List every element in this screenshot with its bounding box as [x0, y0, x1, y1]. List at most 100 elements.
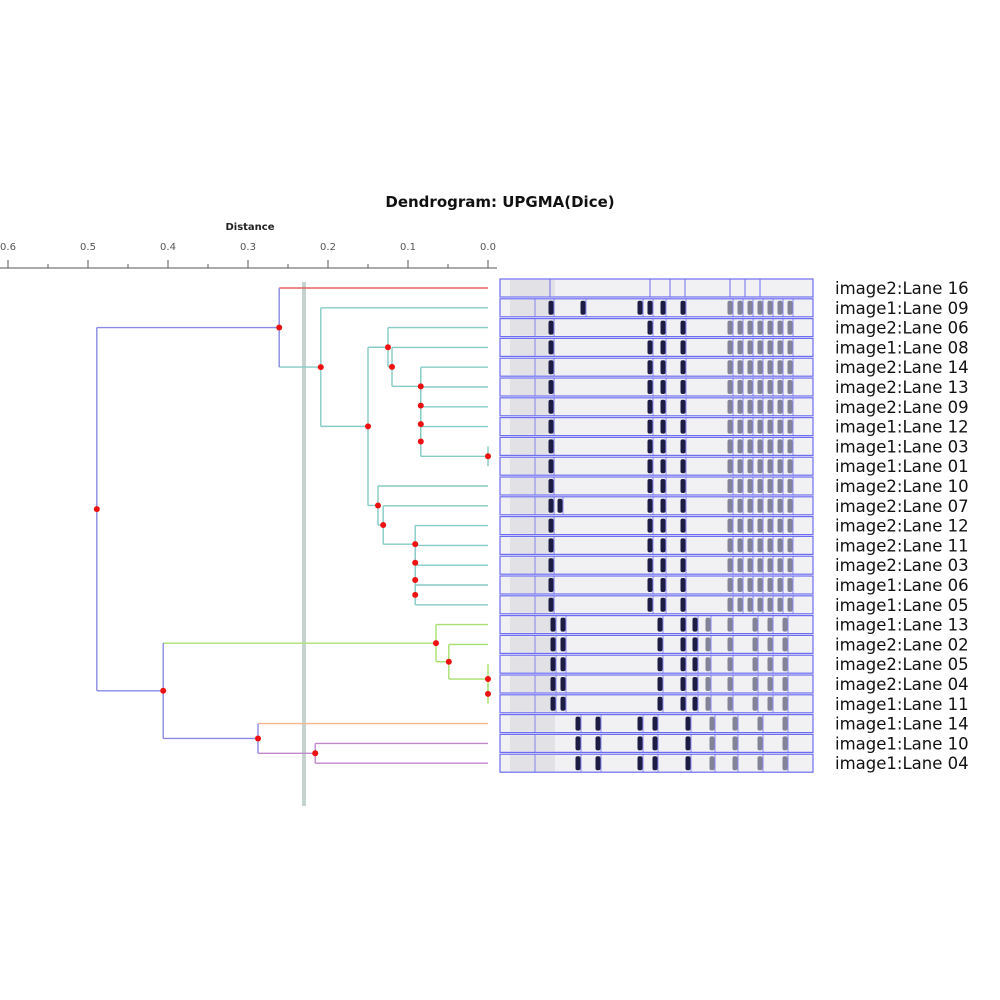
gel-band: [709, 716, 715, 731]
gel-band: [575, 716, 581, 731]
gel-band: [747, 439, 753, 454]
gel-band: [548, 479, 554, 493]
gel-band: [548, 439, 554, 454]
gel-band: [685, 716, 691, 731]
gel-band: [767, 677, 773, 691]
gel-band: [705, 696, 711, 711]
gel-band: [647, 439, 653, 454]
gel-band: [747, 558, 753, 573]
gel-smear: [510, 715, 555, 732]
gel-band: [680, 578, 686, 592]
gel-band: [787, 479, 793, 493]
gel-lane: [499, 278, 814, 298]
gel-band: [660, 578, 666, 592]
gel-band: [757, 459, 763, 474]
gel-band: [647, 300, 653, 315]
gel-band: [548, 518, 554, 533]
leaf-label: image2:Lane 02: [835, 635, 969, 654]
gel-band: [777, 597, 783, 612]
leaf-label: image2:Lane 16: [835, 279, 969, 298]
gel-lane: [499, 318, 814, 338]
gel-band: [647, 597, 653, 612]
leaf-label: image2:Lane 05: [835, 655, 969, 674]
gel-band: [767, 340, 773, 355]
x-axis-label: Distance: [225, 222, 275, 233]
leaf-label: image1:Lane 01: [835, 457, 969, 476]
gel-band: [727, 380, 733, 394]
gel-band: [680, 558, 686, 573]
gel-band: [727, 399, 733, 414]
gel-band: [560, 657, 566, 672]
gel-band: [660, 558, 666, 573]
gel-band: [767, 617, 773, 632]
leaf-label: image2:Lane 11: [835, 536, 969, 555]
gel-smear: [510, 438, 555, 455]
tree-node: [433, 640, 439, 647]
gel-lane: [499, 417, 814, 437]
gel-band: [550, 637, 556, 652]
gel-band: [692, 696, 698, 711]
tree-node: [412, 541, 419, 548]
gel-band: [737, 320, 743, 335]
gel-band: [782, 677, 788, 691]
leaf-label: image1:Lane 04: [835, 754, 969, 773]
gel-lane: [499, 674, 814, 694]
gel-band: [680, 360, 686, 375]
tree-node: [385, 344, 391, 351]
gel-band: [757, 558, 763, 573]
gel-band: [767, 380, 773, 394]
gel-band: [767, 439, 773, 454]
gel-band: [727, 340, 733, 355]
gel-band: [727, 300, 733, 315]
leaf-label: image2:Lane 07: [835, 497, 969, 516]
gel-band: [737, 558, 743, 573]
gel-band: [782, 657, 788, 672]
gel-band: [777, 360, 783, 375]
tree-node: [412, 559, 419, 566]
gel-band: [660, 498, 666, 513]
gel-band: [637, 300, 643, 315]
gel-band: [757, 439, 763, 454]
gel-band: [727, 637, 733, 652]
tree-node: [412, 591, 419, 598]
gel-band: [767, 479, 773, 493]
gel-band: [680, 696, 686, 711]
gel-band: [705, 657, 711, 672]
gel-band: [560, 677, 566, 691]
gel-lane: [499, 436, 814, 456]
gel-band: [782, 617, 788, 632]
gel-band: [680, 320, 686, 335]
gel-band: [747, 300, 753, 315]
gel-lane: [499, 634, 814, 655]
gel-band: [575, 756, 581, 771]
gel-band: [548, 597, 554, 612]
gel-band: [660, 518, 666, 533]
gel-band: [580, 300, 586, 315]
gel-smear: [510, 695, 555, 712]
gel-band: [747, 538, 753, 553]
gel-band: [757, 380, 763, 394]
gel-band: [637, 716, 643, 731]
gel-band: [752, 617, 758, 632]
gel-lane: [499, 476, 814, 496]
gel-band: [548, 538, 554, 553]
gel-band: [747, 518, 753, 533]
gel-lane: [499, 515, 814, 536]
gel-band: [548, 360, 554, 375]
leaf-label: image1:Lane 05: [835, 596, 969, 615]
gel-smear: [510, 458, 555, 475]
gel-band: [660, 320, 666, 335]
gel-band: [757, 399, 763, 414]
gel-band: [732, 716, 738, 731]
gel-smear: [510, 398, 555, 415]
gel-band: [680, 538, 686, 553]
gel-band: [727, 498, 733, 513]
gel-band: [595, 716, 601, 731]
gel-band: [747, 380, 753, 394]
gel-band: [737, 578, 743, 592]
gel-band: [727, 320, 733, 335]
gel-band: [737, 518, 743, 533]
gel-band: [737, 300, 743, 315]
gel-band: [737, 439, 743, 454]
gel-smear: [510, 577, 555, 593]
